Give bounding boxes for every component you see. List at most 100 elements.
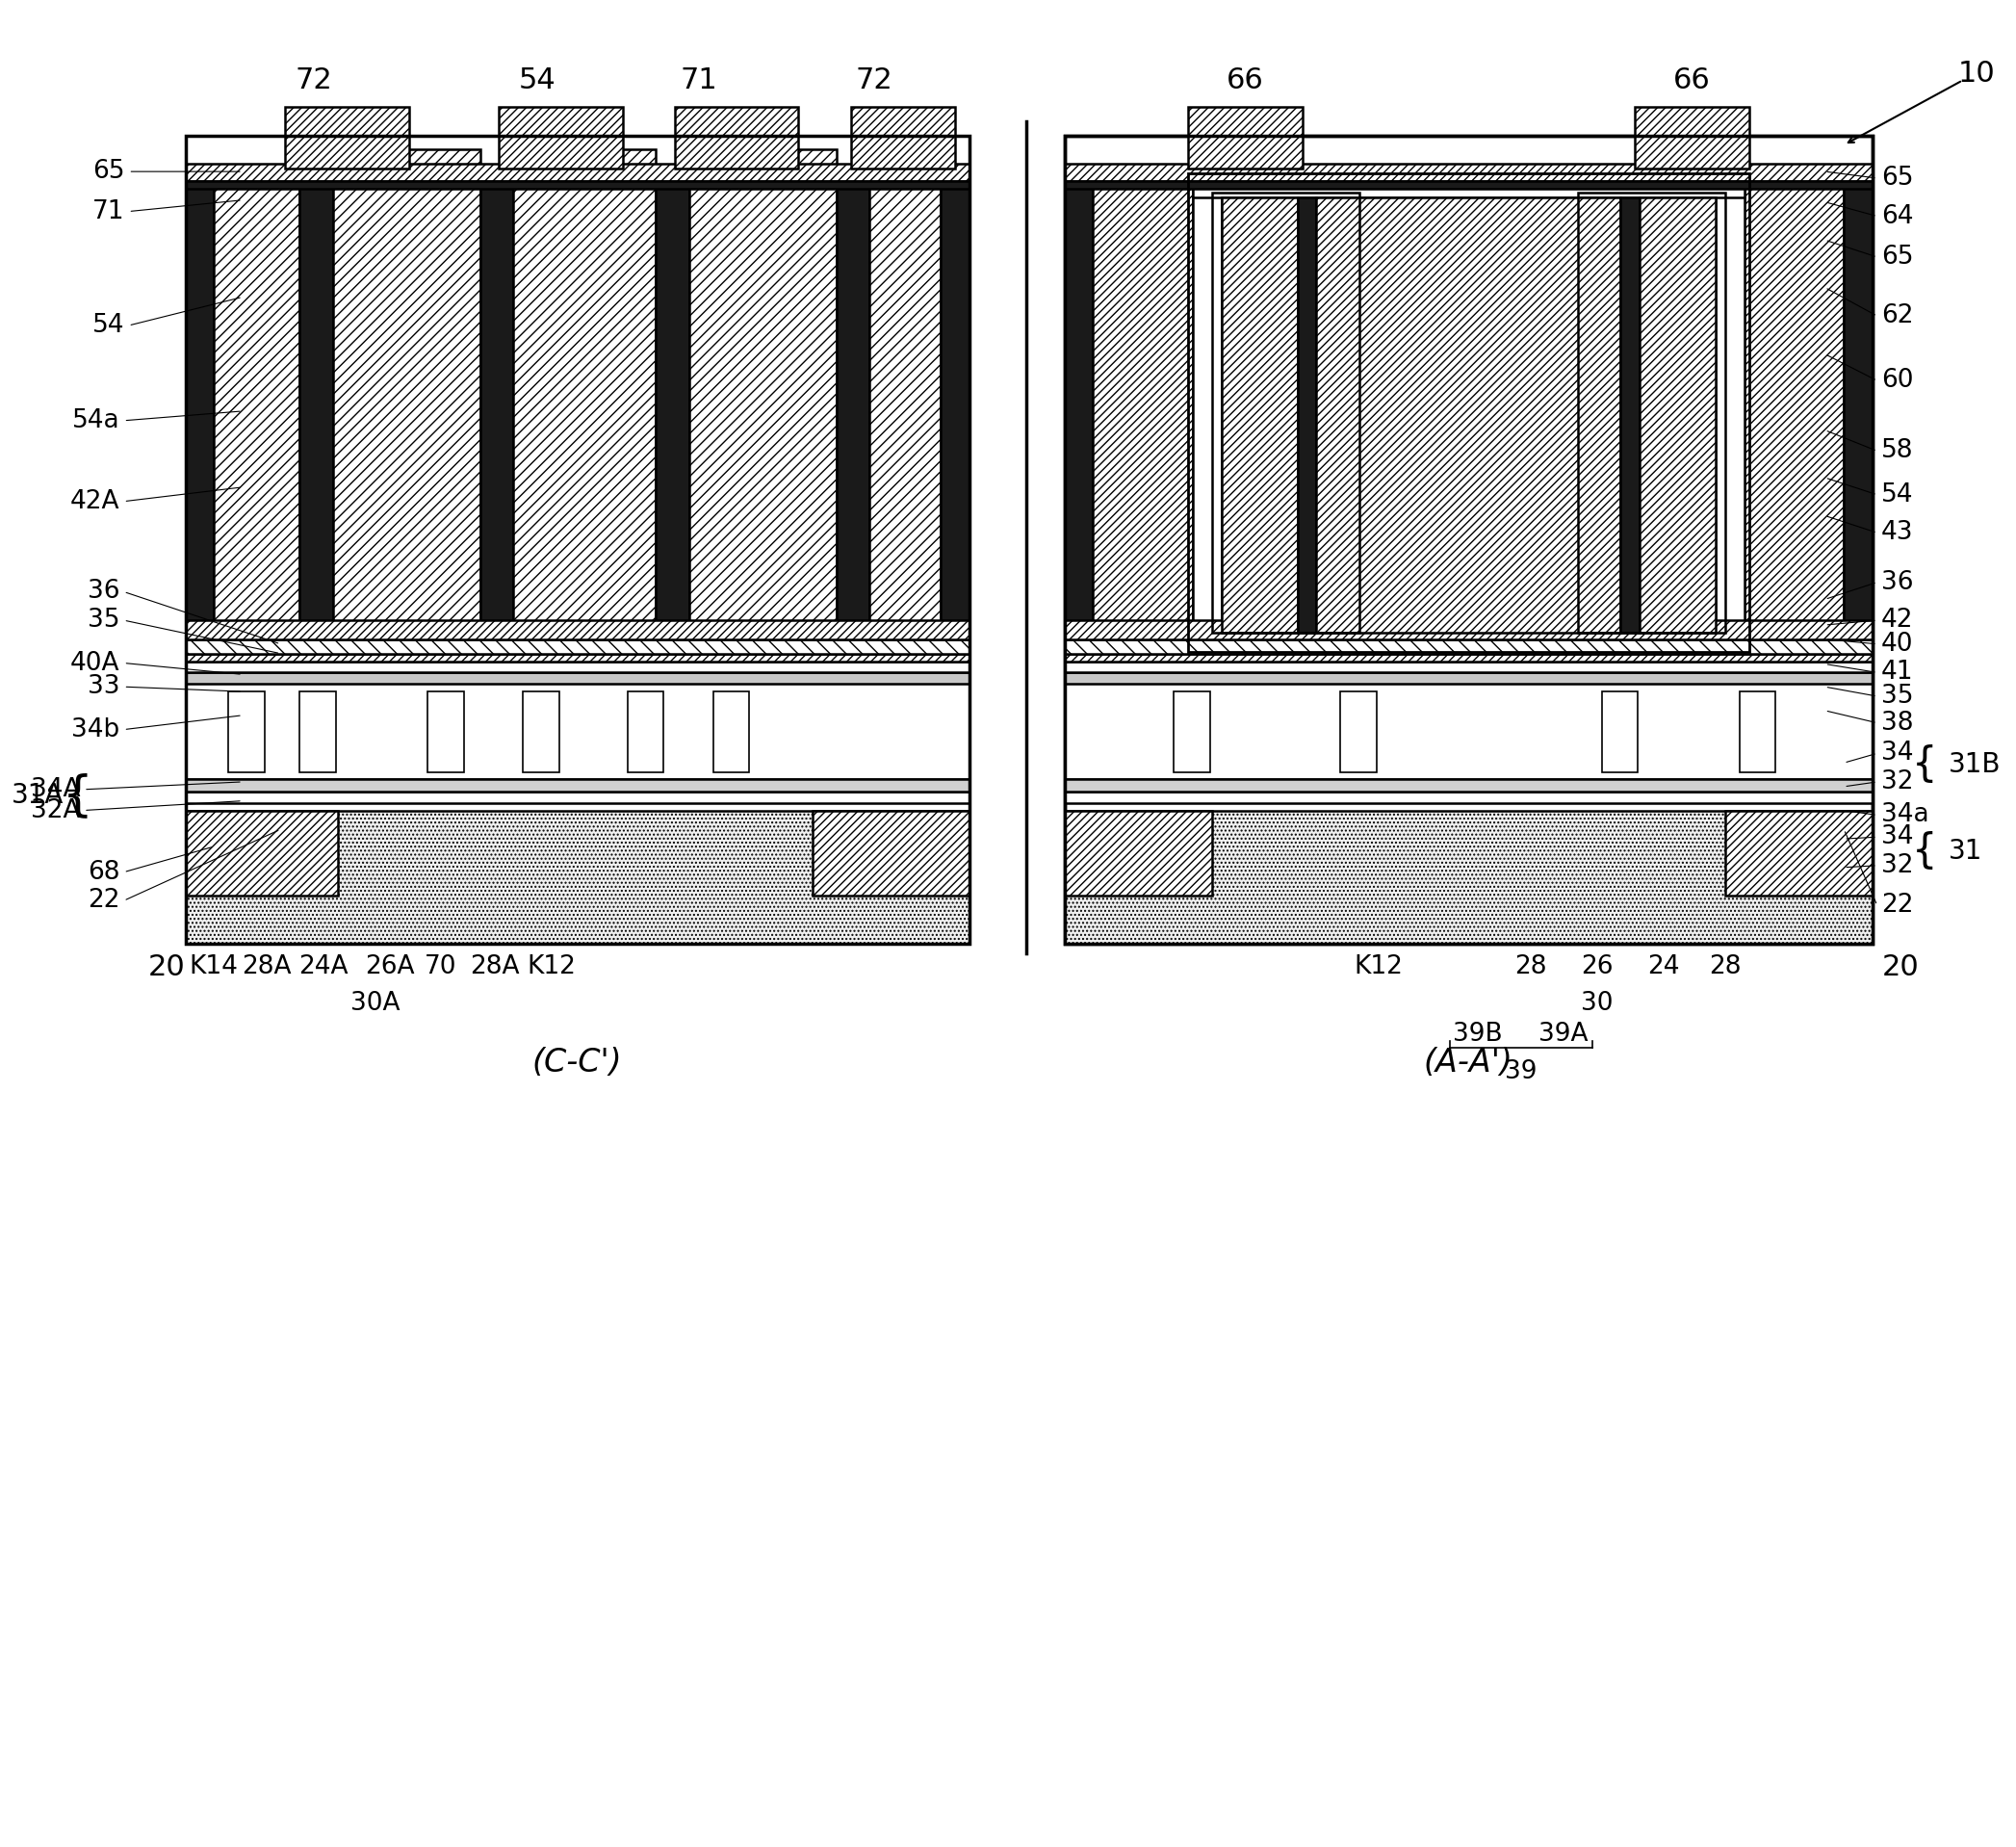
Text: 24: 24 [1647, 955, 1679, 979]
Bar [1621, 198, 1639, 634]
Bar [1298, 198, 1316, 634]
Bar [1193, 177, 1222, 652]
Bar [1744, 168, 1845, 661]
Text: 20: 20 [1883, 953, 1919, 981]
Text: 30: 30 [1581, 990, 1613, 1016]
Text: 24A: 24A [298, 955, 349, 979]
Text: 54: 54 [93, 312, 125, 338]
Bar [1726, 811, 1873, 896]
Text: 68: 68 [87, 859, 119, 885]
Text: 39A: 39A [1538, 1021, 1589, 1045]
Bar [286, 107, 409, 168]
Bar [1064, 164, 1873, 181]
Bar [185, 654, 970, 661]
Text: 26: 26 [1581, 955, 1613, 979]
Bar [514, 150, 655, 661]
Bar [1635, 107, 1750, 168]
Bar [522, 691, 558, 772]
Text: 41: 41 [1881, 659, 1913, 685]
Text: 10: 10 [1958, 59, 1996, 87]
Bar [1064, 811, 1873, 944]
Text: 34b: 34b [71, 717, 119, 742]
Text: 22: 22 [1881, 892, 1913, 918]
Bar [500, 107, 623, 168]
Text: 32: 32 [1881, 853, 1913, 877]
Text: K12: K12 [526, 955, 577, 979]
Text: K12: K12 [1355, 955, 1403, 979]
Bar [185, 164, 970, 181]
Text: 34: 34 [1881, 824, 1913, 850]
Text: 36: 36 [87, 580, 119, 604]
Text: 65: 65 [1881, 244, 1913, 270]
Bar [1187, 174, 1750, 652]
Text: 65: 65 [1881, 166, 1913, 190]
Bar [1064, 661, 1873, 672]
Bar [1212, 192, 1359, 634]
Bar [333, 150, 480, 661]
Bar [1064, 135, 1873, 944]
Bar [1316, 198, 1621, 634]
Bar [1064, 181, 1873, 188]
Bar [1187, 107, 1302, 168]
Text: 71: 71 [93, 199, 125, 223]
Text: 66: 66 [1226, 66, 1264, 94]
Bar [185, 181, 970, 188]
Text: 71: 71 [679, 66, 718, 94]
Bar [1579, 192, 1726, 634]
Bar [185, 639, 970, 654]
Bar [1845, 168, 1873, 661]
Text: 65: 65 [93, 159, 125, 185]
Text: 33: 33 [87, 674, 119, 700]
Bar [869, 168, 941, 661]
Text: 32: 32 [1881, 770, 1913, 794]
Text: 28: 28 [1514, 955, 1546, 979]
Text: 54a: 54a [73, 408, 119, 434]
Bar [427, 691, 464, 772]
Text: 39B: 39B [1454, 1021, 1502, 1045]
Bar [1064, 678, 1873, 779]
Text: 70: 70 [423, 955, 456, 979]
Text: 35: 35 [87, 608, 119, 634]
Bar [1173, 691, 1210, 772]
Bar [1064, 791, 1873, 803]
Text: 36: 36 [1881, 569, 1913, 595]
Bar [1064, 672, 1873, 683]
Text: 54: 54 [1881, 482, 1913, 508]
Bar [185, 135, 970, 944]
Text: 28: 28 [1710, 955, 1742, 979]
Text: 30A: 30A [351, 990, 401, 1016]
Text: (C-C'): (C-C') [532, 1047, 623, 1079]
Text: 42: 42 [1881, 608, 1913, 634]
Bar [675, 107, 798, 168]
Text: {: { [62, 772, 93, 818]
Text: 60: 60 [1881, 368, 1913, 393]
Bar [627, 691, 663, 772]
Bar [480, 168, 514, 661]
Text: K14: K14 [190, 955, 238, 979]
Bar [214, 168, 300, 661]
Bar [300, 691, 335, 772]
Text: 40A: 40A [71, 650, 119, 676]
Bar [1064, 639, 1873, 654]
Text: 72: 72 [294, 66, 333, 94]
Bar [941, 168, 970, 661]
Bar [185, 678, 970, 779]
Bar [185, 791, 970, 803]
Text: {: { [1911, 744, 1937, 785]
Text: 39: 39 [1504, 1060, 1536, 1084]
Text: 43: 43 [1881, 521, 1913, 545]
Text: 64: 64 [1881, 203, 1913, 229]
Bar [1064, 135, 1873, 944]
Bar [300, 168, 333, 661]
Text: 66: 66 [1673, 66, 1710, 94]
Bar [185, 779, 970, 791]
Text: 28A: 28A [470, 955, 520, 979]
Text: 20: 20 [147, 953, 185, 981]
Bar [1064, 621, 1873, 639]
Text: 31: 31 [1949, 839, 1982, 864]
Bar [689, 150, 837, 661]
Bar [1064, 811, 1212, 896]
Text: 28A: 28A [242, 955, 290, 979]
Text: 32A: 32A [30, 798, 81, 824]
Bar [1193, 177, 1744, 198]
